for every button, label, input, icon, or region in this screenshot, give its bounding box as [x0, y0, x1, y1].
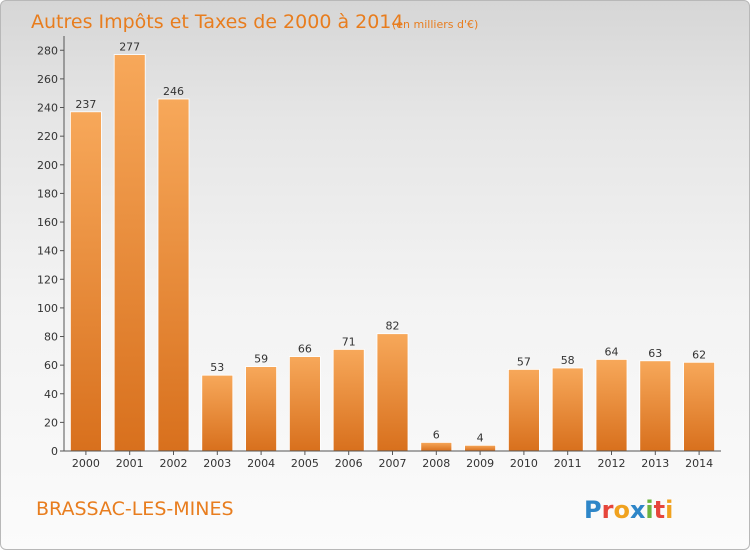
y-tick-label: 260	[37, 73, 58, 86]
y-tick-label: 180	[37, 187, 58, 200]
x-tick-label-2000: 2000	[72, 457, 100, 470]
x-tick-label-2006: 2006	[335, 457, 363, 470]
x-tick-label-2013: 2013	[641, 457, 669, 470]
x-tick-label-2014: 2014	[685, 457, 713, 470]
y-tick-label: 60	[44, 359, 58, 372]
chart-subtitle: (en milliers d'€)	[392, 18, 478, 31]
bar-2000	[70, 111, 102, 452]
bar-2009	[464, 444, 497, 452]
bar-2003	[201, 374, 234, 452]
y-tick-label: 100	[37, 302, 58, 315]
value-label-2003: 53	[210, 361, 224, 374]
bar-2006	[332, 348, 365, 452]
value-label-2006: 71	[342, 335, 356, 348]
y-tick-label: 80	[44, 331, 58, 344]
y-axis: 0 20 40 60 80 100 120 140 160 180 200 220 240 260 280	[37, 36, 65, 458]
value-label-2010: 57	[517, 355, 531, 368]
bar-2002	[157, 98, 190, 452]
value-label-2007: 82	[386, 320, 400, 333]
x-axis: 2000 2001 2002 2003 2004 2005 2006 2007 2008 2009…	[64, 450, 721, 470]
y-tick-label: 20	[44, 416, 58, 429]
x-tick-label-2008: 2008	[422, 457, 450, 470]
commune-name: BRASSAC-LES-MINES	[36, 498, 234, 520]
chart-title: Autres Impôts et Taxes de 2000 à 2014	[31, 11, 404, 33]
value-label-2005: 66	[298, 343, 312, 356]
x-tick-label-2012: 2012	[598, 457, 626, 470]
bar-2004	[245, 366, 278, 452]
bar-2001	[113, 54, 146, 452]
proxiti-logo: Proxiti	[584, 496, 673, 524]
bar-2012	[595, 358, 628, 452]
value-label-2001: 277	[119, 41, 140, 54]
bar-2005	[288, 356, 321, 452]
x-tick-label-2005: 2005	[291, 457, 319, 470]
x-tick-label-2010: 2010	[510, 457, 538, 470]
value-label-2000: 237	[75, 98, 96, 111]
y-tick-label: 240	[37, 102, 58, 115]
value-label-2012: 64	[605, 345, 619, 358]
y-tick-label: 220	[37, 130, 58, 143]
x-tick-label-2007: 2007	[379, 457, 407, 470]
x-tick-label-2001: 2001	[116, 457, 144, 470]
y-tick-label: 0	[51, 445, 58, 458]
value-label-2004: 59	[254, 353, 268, 366]
x-tick-label-2011: 2011	[554, 457, 582, 470]
x-tick-label-2003: 2003	[203, 457, 231, 470]
y-tick-label: 160	[37, 216, 58, 229]
bar-2007	[376, 333, 409, 452]
value-label-2009: 4	[477, 431, 484, 444]
x-tick-label-2004: 2004	[247, 457, 275, 470]
value-label-2008: 6	[433, 428, 440, 441]
bar-2013	[639, 360, 672, 452]
y-tick-label: 140	[37, 245, 58, 258]
x-tick-label-2009: 2009	[466, 457, 494, 470]
y-tick-label: 40	[44, 388, 58, 401]
bar-2011	[551, 367, 584, 452]
value-label-2013: 63	[648, 347, 662, 360]
y-tick-label: 120	[37, 273, 58, 286]
bar-2014	[683, 361, 715, 452]
value-label-2014: 62	[692, 348, 706, 361]
bar-2008	[420, 441, 453, 452]
bar-2010	[507, 368, 540, 452]
y-tick-label: 200	[37, 159, 58, 172]
svg-text:Proxiti: Proxiti	[584, 496, 673, 524]
value-label-2011: 58	[561, 354, 575, 367]
y-tick-label: 280	[37, 44, 58, 57]
x-tick-label-2002: 2002	[160, 457, 188, 470]
value-label-2002: 246	[163, 85, 184, 98]
